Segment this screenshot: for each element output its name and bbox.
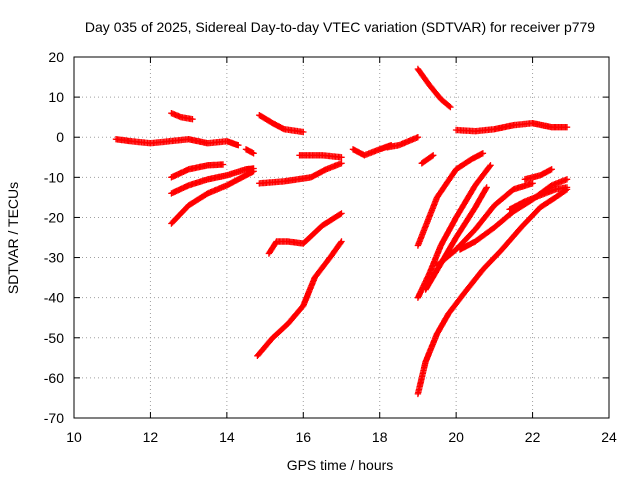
x-tick-label: 16: [295, 429, 311, 445]
data-series-arc-02: [168, 110, 196, 123]
y-tick-label: 20: [48, 49, 64, 65]
data-series-arc-10: [265, 210, 345, 257]
data-series-arc-16: [414, 150, 487, 249]
y-tick-label: 10: [48, 89, 64, 105]
x-tick-label: 12: [143, 429, 159, 445]
x-tick-label: 20: [448, 429, 464, 445]
data-series-arc-03: [168, 161, 227, 181]
data-series-arc-14: [414, 65, 454, 111]
data-series-arc-07: [256, 112, 307, 136]
data-series-arc-11: [254, 238, 345, 359]
data-series-arc-13: [384, 134, 422, 151]
grid-lines: [74, 57, 609, 418]
x-tick-label: 10: [66, 429, 82, 445]
y-tick-label: -50: [44, 330, 64, 346]
x-axis: 10 12 14 16 18 20 22 24: [66, 57, 617, 445]
x-tick-label: 24: [601, 429, 617, 445]
data-series-arc-01: [112, 136, 242, 149]
data-series-arc-24: [414, 186, 571, 398]
x-tick-label: 22: [525, 429, 541, 445]
y-tick-label: -40: [44, 290, 64, 306]
chart-title: Day 035 of 2025, Sidereal Day-to-day VTE…: [85, 19, 595, 35]
data-series-arc-22: [506, 184, 571, 213]
data-series-arc-08: [256, 160, 345, 187]
y-tick-label: -70: [44, 410, 64, 426]
x-tick-label: 18: [372, 429, 388, 445]
data-series-arc-17: [414, 162, 494, 301]
y-tick-label: -30: [44, 250, 64, 266]
y-tick-label: -10: [44, 169, 64, 185]
data-series-arc-23: [521, 166, 555, 183]
data-marks: [112, 65, 571, 398]
data-series-arc-21: [452, 120, 571, 135]
x-axis-label: GPS time / hours: [287, 457, 394, 473]
y-axis: 20 10 0 -10 -20 -30 -40 -50 -60 -70: [44, 49, 609, 426]
y-tick-label: 0: [56, 129, 64, 145]
data-series-arc-06: [242, 146, 257, 157]
plot-frame: [73, 56, 610, 419]
y-axis-label: SDTVAR / TECUs: [5, 182, 21, 294]
data-series-arc-19: [433, 180, 536, 269]
y-tick-label: -20: [44, 209, 64, 225]
data-series-arc-09: [296, 152, 345, 161]
data-series-arc-04: [168, 165, 257, 197]
y-tick-label: -60: [44, 370, 64, 386]
data-series-arc-15: [418, 152, 437, 167]
x-tick-label: 14: [219, 429, 235, 445]
data-series-arc-05: [168, 168, 257, 227]
